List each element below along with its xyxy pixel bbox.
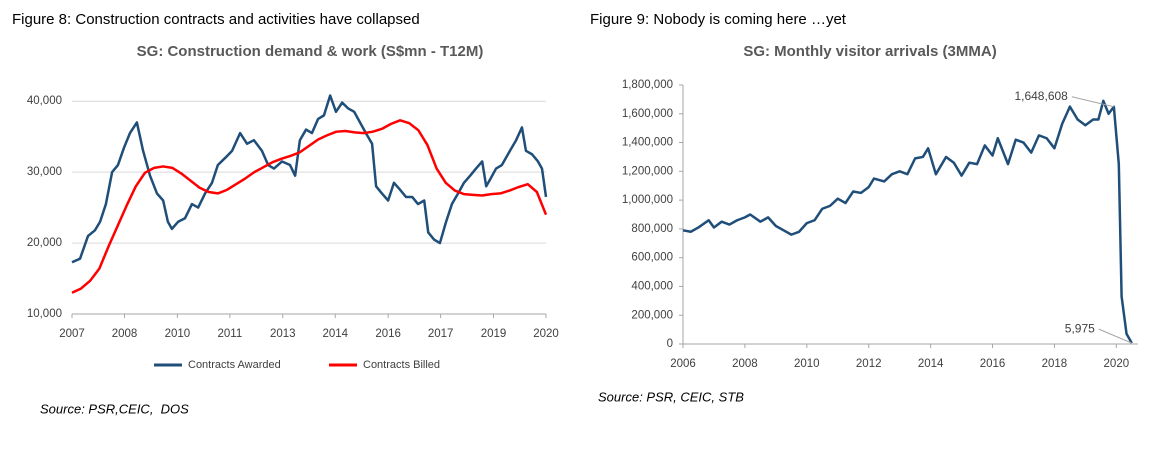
x-tick-label: 2006 xyxy=(670,358,696,370)
y-tick-label: 1,200,000 xyxy=(622,165,673,177)
y-tick-label: 200,000 xyxy=(631,309,673,321)
annotation-label: 5,975 xyxy=(1065,321,1095,335)
x-tick-label: 2007 xyxy=(59,328,85,340)
annotation-label: 1,648,608 xyxy=(1014,89,1068,103)
figure-caption: Figure 8: Construction contracts and act… xyxy=(12,11,420,28)
x-tick-label: 2008 xyxy=(732,358,758,370)
x-tick-label: 2020 xyxy=(1104,358,1130,370)
x-tick-label: 2016 xyxy=(375,328,401,340)
figure-caption: Figure 9: Nobody is coming here …yet xyxy=(590,11,847,28)
x-tick-label: 2014 xyxy=(918,358,944,370)
y-tick-label: 1,800,000 xyxy=(622,79,673,91)
y-tick-label: 1,600,000 xyxy=(622,108,673,120)
x-tick-label: 2011 xyxy=(218,328,243,340)
source-note: Source: PSR, CEIC, STB xyxy=(598,389,744,404)
legend-label: Contracts Billed xyxy=(363,359,440,371)
x-tick-label: 2008 xyxy=(112,328,138,340)
x-tick-label: 2010 xyxy=(165,328,191,340)
y-tick-label: 10,000 xyxy=(27,308,62,320)
x-tick-label: 2018 xyxy=(1042,358,1068,370)
x-tick-label: 2014 xyxy=(322,328,348,340)
x-tick-label: 2019 xyxy=(481,328,507,340)
source-note: Source: PSR,CEIC, DOS xyxy=(40,401,189,416)
y-tick-label: 800,000 xyxy=(631,223,673,235)
y-tick-label: 1,400,000 xyxy=(622,137,673,149)
chart-title: SG: Monthly visitor arrivals (3MMA) xyxy=(743,43,996,60)
x-tick-label: 2016 xyxy=(980,358,1006,370)
annotation-leader xyxy=(1098,328,1133,344)
y-tick-label: 0 xyxy=(667,338,673,350)
y-tick-label: 400,000 xyxy=(631,280,673,292)
chart-title: SG: Construction demand & work (S$mn - T… xyxy=(137,43,484,60)
x-tick-label: 2017 xyxy=(428,328,454,340)
y-tick-label: 1,000,000 xyxy=(622,194,673,206)
x-tick-label: 2020 xyxy=(533,328,559,340)
x-tick-label: 2013 xyxy=(270,328,296,340)
y-tick-label: 20,000 xyxy=(27,237,62,249)
x-tick-label: 2012 xyxy=(856,358,882,370)
annotation-leader xyxy=(1071,96,1114,108)
x-tick-label: 2010 xyxy=(794,358,820,370)
y-tick-label: 30,000 xyxy=(27,166,62,178)
data-line xyxy=(71,94,548,264)
data-line xyxy=(71,119,548,294)
y-tick-label: 40,000 xyxy=(27,95,62,107)
legend-label: Contracts Awarded xyxy=(188,359,281,371)
y-tick-label: 600,000 xyxy=(631,252,673,264)
data-line xyxy=(682,99,1133,344)
